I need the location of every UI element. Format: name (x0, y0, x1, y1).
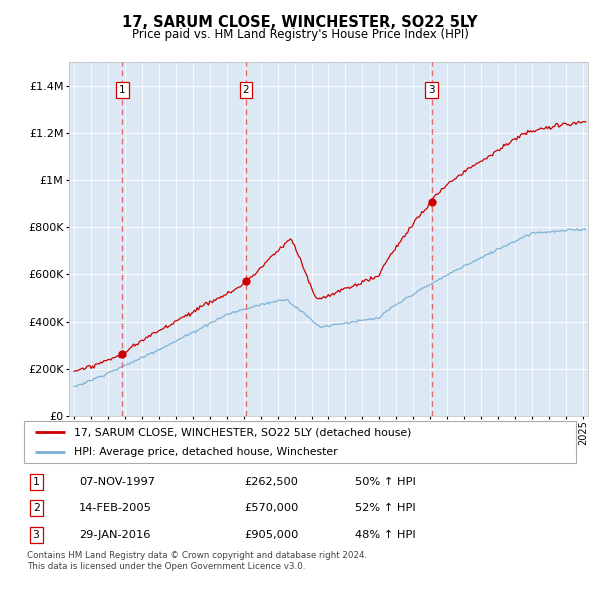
Text: 52% ↑ HPI: 52% ↑ HPI (355, 503, 416, 513)
Text: HPI: Average price, detached house, Winchester: HPI: Average price, detached house, Winc… (74, 447, 337, 457)
FancyBboxPatch shape (24, 421, 576, 463)
Text: 1: 1 (119, 86, 126, 95)
Text: 29-JAN-2016: 29-JAN-2016 (79, 530, 151, 540)
Text: £905,000: £905,000 (245, 530, 299, 540)
Text: 2: 2 (33, 503, 40, 513)
Text: Contains HM Land Registry data © Crown copyright and database right 2024.: Contains HM Land Registry data © Crown c… (27, 551, 367, 560)
Text: 17, SARUM CLOSE, WINCHESTER, SO22 5LY: 17, SARUM CLOSE, WINCHESTER, SO22 5LY (122, 15, 478, 30)
Text: 48% ↑ HPI: 48% ↑ HPI (355, 530, 416, 540)
Text: This data is licensed under the Open Government Licence v3.0.: This data is licensed under the Open Gov… (27, 562, 305, 571)
Text: Price paid vs. HM Land Registry's House Price Index (HPI): Price paid vs. HM Land Registry's House … (131, 28, 469, 41)
Text: £262,500: £262,500 (245, 477, 299, 487)
Text: 3: 3 (33, 530, 40, 540)
Text: £570,000: £570,000 (245, 503, 299, 513)
Text: 07-NOV-1997: 07-NOV-1997 (79, 477, 155, 487)
Text: 14-FEB-2005: 14-FEB-2005 (79, 503, 152, 513)
Text: 3: 3 (428, 86, 435, 95)
Text: 17, SARUM CLOSE, WINCHESTER, SO22 5LY (detached house): 17, SARUM CLOSE, WINCHESTER, SO22 5LY (d… (74, 427, 411, 437)
Text: 1: 1 (33, 477, 40, 487)
Text: 2: 2 (242, 86, 249, 95)
Text: 50% ↑ HPI: 50% ↑ HPI (355, 477, 416, 487)
